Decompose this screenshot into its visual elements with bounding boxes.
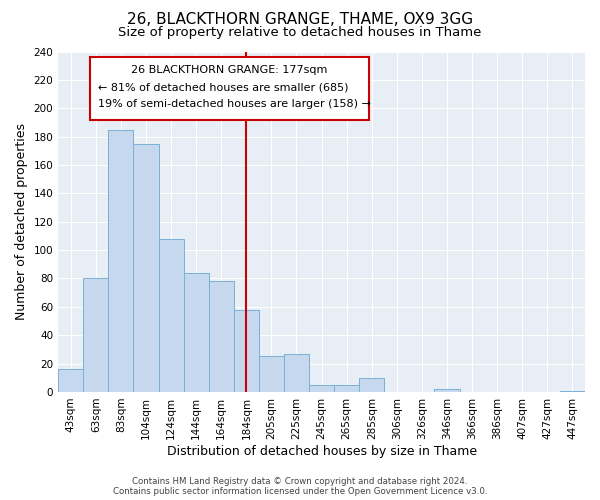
Bar [284, 354, 309, 392]
Text: Contains public sector information licensed under the Open Government Licence v3: Contains public sector information licen… [113, 487, 487, 496]
Bar [58, 370, 83, 392]
Bar [309, 385, 334, 392]
Text: Contains HM Land Registry data © Crown copyright and database right 2024.: Contains HM Land Registry data © Crown c… [132, 478, 468, 486]
FancyBboxPatch shape [90, 56, 369, 120]
Bar [109, 130, 133, 392]
Bar [133, 144, 158, 392]
X-axis label: Distribution of detached houses by size in Thame: Distribution of detached houses by size … [167, 444, 476, 458]
Bar [209, 282, 234, 392]
Bar [560, 390, 585, 392]
Y-axis label: Number of detached properties: Number of detached properties [15, 123, 28, 320]
Text: 26, BLACKTHORN GRANGE, THAME, OX9 3GG: 26, BLACKTHORN GRANGE, THAME, OX9 3GG [127, 12, 473, 28]
Bar [83, 278, 109, 392]
Bar [234, 310, 259, 392]
Bar [184, 273, 209, 392]
Text: 19% of semi-detached houses are larger (158) →: 19% of semi-detached houses are larger (… [98, 99, 371, 109]
Bar [334, 385, 359, 392]
Bar [434, 389, 460, 392]
Text: Size of property relative to detached houses in Thame: Size of property relative to detached ho… [118, 26, 482, 39]
Bar [158, 239, 184, 392]
Bar [259, 356, 284, 392]
Text: 26 BLACKTHORN GRANGE: 177sqm: 26 BLACKTHORN GRANGE: 177sqm [131, 65, 328, 75]
Bar [359, 378, 385, 392]
Text: ← 81% of detached houses are smaller (685): ← 81% of detached houses are smaller (68… [98, 82, 348, 92]
